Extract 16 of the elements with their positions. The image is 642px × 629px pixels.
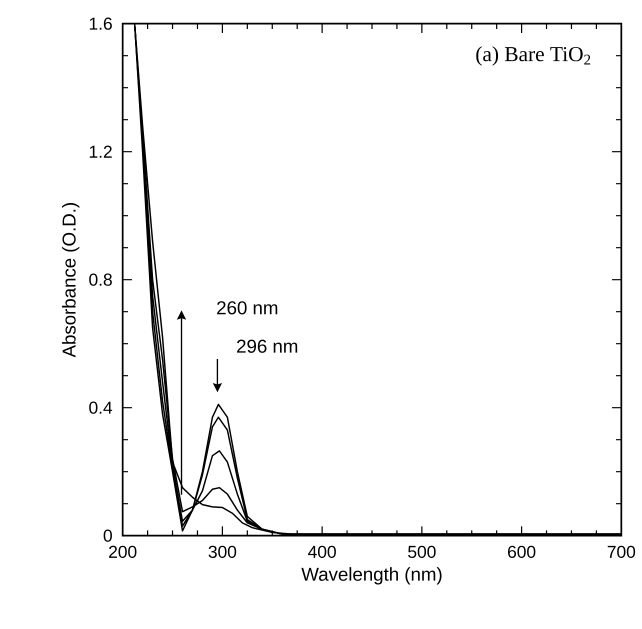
y-axis-title: Absorbance (O.D.) bbox=[62, 203, 80, 358]
annotation: 296 nm bbox=[237, 340, 298, 353]
x-tick-label: 600 bbox=[508, 546, 536, 558]
x-tick-label: 500 bbox=[408, 546, 436, 558]
x-axis-title: Wavelength (nm) bbox=[301, 567, 442, 585]
y-tick-label: 1.2 bbox=[90, 146, 112, 158]
y-tick-label: 0 bbox=[104, 530, 112, 542]
x-tick-label: 300 bbox=[208, 546, 236, 558]
x-tick-label: 400 bbox=[308, 546, 336, 558]
y-tick-label: 0.4 bbox=[89, 402, 112, 414]
annotation: 260 nm bbox=[217, 301, 278, 314]
text: (a) Bare TiO$_{2}$ bbox=[476, 46, 590, 66]
x-tick-label: 700 bbox=[608, 546, 636, 558]
y-tick-label: 1.6 bbox=[90, 18, 112, 30]
x-tick-label: 200 bbox=[109, 546, 136, 558]
y-tick-label: 0.8 bbox=[89, 274, 112, 286]
